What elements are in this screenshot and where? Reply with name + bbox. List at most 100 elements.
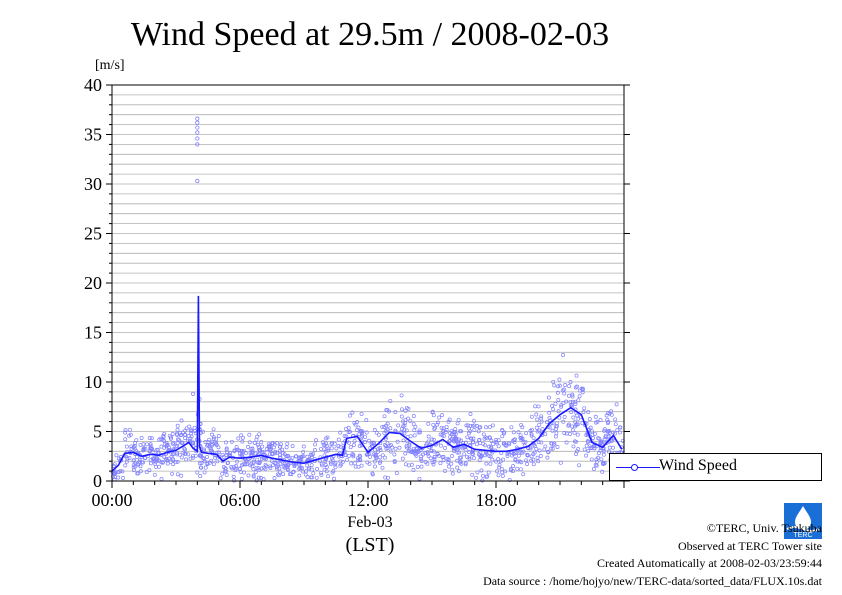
scatter-point bbox=[531, 435, 536, 440]
scatter-point bbox=[546, 449, 550, 454]
scatter-point bbox=[562, 431, 567, 435]
scatter-point bbox=[517, 459, 522, 464]
scatter-point bbox=[372, 447, 377, 452]
scatter-point bbox=[301, 444, 306, 449]
scatter-point bbox=[488, 461, 493, 466]
scatter-point bbox=[476, 429, 481, 434]
scatter-point bbox=[175, 441, 180, 446]
scatter-point bbox=[134, 438, 139, 443]
scatter-point bbox=[561, 387, 566, 392]
scatter-point bbox=[202, 456, 207, 461]
scatter-point bbox=[127, 433, 132, 438]
scatter-point bbox=[253, 470, 258, 475]
outlier-point bbox=[195, 116, 200, 121]
scatter-point bbox=[432, 454, 437, 459]
scatter-point bbox=[419, 464, 424, 469]
scatter-point bbox=[519, 437, 524, 442]
scatter-point bbox=[309, 453, 314, 457]
scatter-point bbox=[382, 443, 387, 447]
scatter-point bbox=[124, 444, 129, 449]
scatter-point bbox=[382, 414, 387, 419]
scatter-point bbox=[260, 450, 264, 455]
scatter-point bbox=[600, 469, 605, 474]
scatter-point bbox=[388, 398, 393, 403]
scatter-point bbox=[484, 474, 489, 479]
scatter-point bbox=[183, 451, 188, 456]
scatter-point bbox=[472, 428, 477, 432]
scatter-point bbox=[382, 424, 387, 429]
scatter-point bbox=[351, 454, 356, 459]
scatter-point bbox=[570, 394, 575, 399]
scatter-point bbox=[343, 453, 348, 458]
scatter-point bbox=[484, 461, 489, 466]
outlier-point bbox=[195, 136, 200, 141]
scatter-point bbox=[246, 445, 250, 449]
scatter-point bbox=[609, 412, 614, 417]
scatter-point bbox=[395, 439, 400, 444]
scatter-point bbox=[528, 446, 533, 451]
scatter-point bbox=[596, 455, 601, 460]
scatter-point bbox=[248, 463, 253, 468]
scatter-point bbox=[570, 392, 575, 397]
scatter-point bbox=[430, 410, 435, 415]
scatter-point bbox=[614, 402, 619, 407]
scatter-point bbox=[241, 462, 246, 467]
y-tick-label: 15 bbox=[84, 323, 102, 343]
credit-copyright: ©TERC, Univ. Tsukuba bbox=[706, 521, 822, 535]
outlier-point bbox=[195, 125, 200, 130]
scatter-point bbox=[458, 429, 462, 434]
scatter-point bbox=[170, 441, 175, 446]
scatter-point bbox=[285, 441, 290, 446]
legend-line-marker bbox=[616, 464, 660, 471]
scatter-point bbox=[399, 414, 404, 419]
scatter-point bbox=[202, 459, 207, 464]
scatter-point bbox=[518, 433, 523, 438]
scatter-point bbox=[363, 440, 368, 444]
svg-text:TERC: TERC bbox=[793, 532, 812, 539]
scatter-point bbox=[249, 450, 254, 455]
scatter-point bbox=[245, 459, 250, 464]
scatter-point bbox=[486, 470, 491, 475]
scatter-point bbox=[229, 439, 234, 444]
scatter-point bbox=[435, 422, 440, 427]
scatter-point bbox=[572, 439, 577, 444]
scatter-point bbox=[275, 450, 280, 455]
scatter-point bbox=[216, 434, 221, 438]
scatter-point bbox=[546, 395, 551, 400]
scatter-point bbox=[529, 433, 534, 438]
scatter-point bbox=[516, 453, 521, 458]
scatter-point bbox=[438, 443, 443, 448]
scatter-point bbox=[143, 446, 148, 451]
scatter-point bbox=[571, 444, 576, 449]
scatter-point bbox=[516, 430, 521, 435]
scatter-point bbox=[440, 455, 445, 460]
scatter-point bbox=[463, 461, 468, 466]
scatter-point bbox=[353, 464, 358, 469]
scatter-point bbox=[525, 453, 530, 458]
scatter-point bbox=[539, 419, 544, 424]
scatter-point bbox=[560, 388, 565, 393]
scatter-point bbox=[613, 422, 618, 427]
scatter-point bbox=[468, 436, 473, 441]
scatter-point bbox=[246, 473, 251, 478]
scatter-point bbox=[220, 453, 225, 457]
x-tick-label: 00:00 bbox=[91, 490, 132, 510]
scatter-point bbox=[524, 431, 529, 436]
scatter-point bbox=[324, 443, 329, 448]
scatter-point bbox=[543, 444, 548, 449]
scatter-point bbox=[491, 442, 496, 447]
scatter-point bbox=[259, 476, 263, 481]
scatter-point bbox=[458, 460, 463, 465]
scatter-point bbox=[322, 447, 327, 452]
scatter-point bbox=[148, 442, 153, 447]
scatter-point bbox=[207, 460, 212, 465]
scatter-point bbox=[114, 453, 119, 458]
scatter-point bbox=[330, 458, 335, 463]
scatter-point bbox=[231, 474, 236, 479]
scatter-point bbox=[367, 461, 372, 466]
scatter-point bbox=[235, 459, 240, 464]
scatter-point bbox=[271, 440, 275, 445]
scatter-point bbox=[471, 418, 476, 423]
scatter-point bbox=[124, 459, 129, 464]
scatter-point bbox=[244, 462, 249, 467]
